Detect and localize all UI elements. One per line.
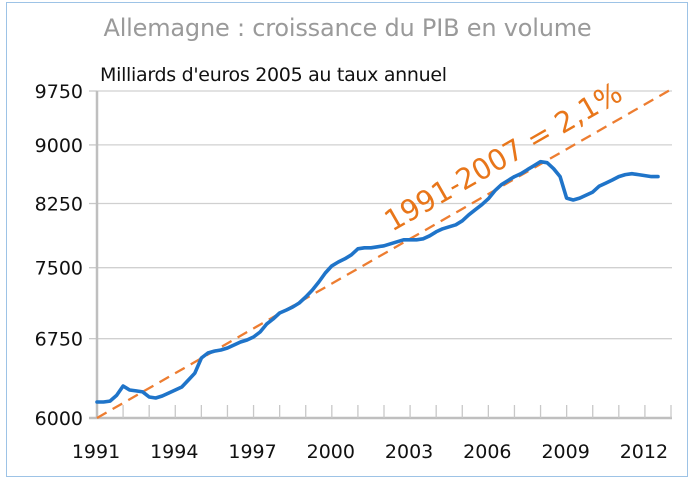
x-tick-label: 2012 — [620, 441, 668, 463]
series-lines — [95, 88, 672, 419]
y-tick-labels: 6000 6750 7500 8250 9000 9750 — [35, 81, 83, 430]
gdp-series-line — [95, 159, 660, 404]
y-tick-label: 9000 — [35, 135, 83, 157]
y-tick-label: 9750 — [35, 81, 83, 103]
y-tick-label: 8250 — [35, 194, 83, 216]
x-tick-label: 2000 — [307, 441, 355, 463]
trend-line — [96, 88, 672, 419]
y-tick-label: 7500 — [35, 258, 83, 280]
chart-frame — [6, 2, 688, 477]
x-tick-label: 1997 — [228, 441, 276, 463]
x-tick-label: 2006 — [463, 441, 511, 463]
y-tick-label: 6750 — [35, 329, 83, 351]
x-tick-label: 1994 — [150, 441, 198, 463]
gridlines — [97, 90, 672, 340]
y-tick-label: 6000 — [35, 408, 83, 430]
axes — [89, 90, 672, 420]
trend-annotation: 1991-2007 = 2,1% — [379, 75, 628, 238]
x-tick-labels: 1991 1994 1997 2000 2003 2006 2009 2012 — [72, 441, 668, 463]
chart-title: Allemagne : croissance du PIB en volume — [103, 14, 592, 42]
x-tick-label: 1991 — [72, 441, 120, 463]
x-tick-label: 2009 — [541, 441, 589, 463]
chart-subtitle: Milliards d'euros 2005 au taux annuel — [100, 64, 447, 86]
x-tick-label: 2003 — [385, 441, 433, 463]
